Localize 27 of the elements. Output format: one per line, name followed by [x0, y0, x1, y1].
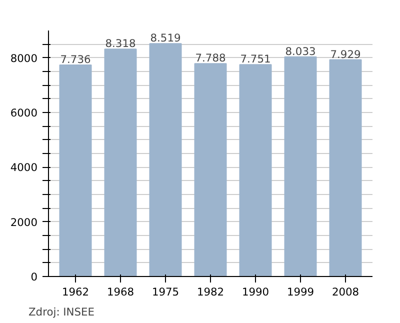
bar	[329, 59, 362, 276]
x-tick-label: 1962	[62, 286, 90, 298]
bar	[284, 56, 317, 276]
x-tick-label: 1990	[242, 286, 270, 298]
bar	[149, 43, 182, 276]
data-label: 7.929	[330, 48, 361, 61]
bar	[194, 63, 227, 276]
y-tick-label: 4000	[10, 161, 38, 174]
data-label: 7.751	[240, 52, 271, 66]
data-label: 7.736	[60, 53, 91, 66]
y-tick-label: 8000	[10, 52, 38, 65]
y-tick-label: 2000	[10, 216, 38, 229]
x-tick-label: 1999	[286, 286, 314, 298]
data-label: 8.033	[285, 44, 316, 58]
text: Zdroj: INSEE	[28, 306, 95, 318]
bar	[239, 64, 272, 276]
x-tick-label: 1975	[152, 286, 180, 298]
bar	[59, 64, 92, 276]
x-tick-label: 1968	[106, 286, 134, 298]
y-tick-label: 6000	[10, 106, 38, 120]
data-label: 8.519	[150, 32, 181, 45]
y-tick-label: 0	[30, 270, 38, 284]
data-label: 8.318	[105, 37, 136, 50]
data-label: 7.788	[195, 52, 226, 65]
x-tick-label: 2008	[332, 286, 360, 298]
x-tick-label: 1982	[196, 286, 224, 298]
bar	[104, 48, 137, 276]
